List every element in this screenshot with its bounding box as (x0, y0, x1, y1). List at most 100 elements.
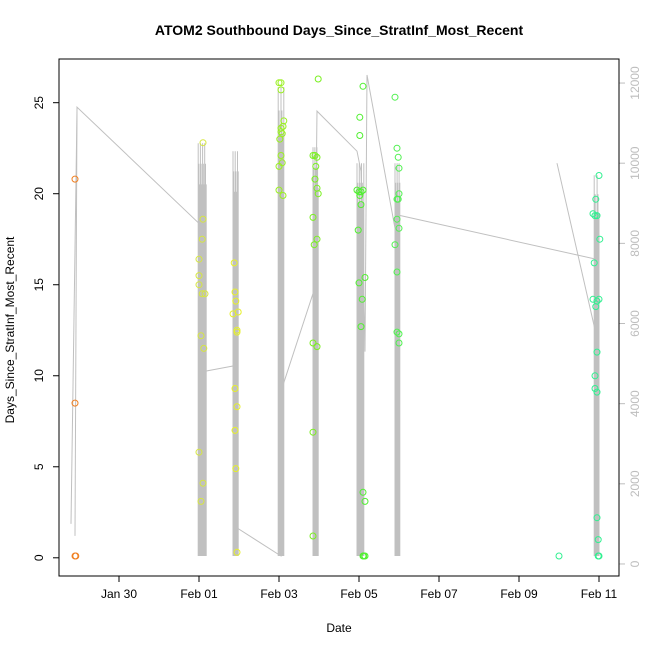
x-tick-label: Feb 09 (500, 587, 538, 601)
data-point (231, 288, 239, 296)
x-axis-label: Date (326, 621, 352, 635)
data-point (358, 295, 366, 303)
data-point (310, 241, 318, 249)
data-point (395, 339, 403, 347)
data-point (197, 497, 205, 505)
data-point (313, 343, 321, 351)
data-point (314, 190, 322, 198)
data-point (391, 93, 399, 101)
data-point (592, 303, 600, 311)
data-point (197, 332, 205, 340)
data-point (199, 139, 207, 147)
y-tick-label: 0 (32, 554, 46, 561)
data-point (393, 195, 401, 203)
data-point (593, 514, 601, 522)
data-point (71, 399, 79, 407)
data-point (393, 328, 401, 336)
data-point (233, 403, 241, 411)
x-tick-label: Feb 01 (180, 587, 218, 601)
data-point (309, 213, 317, 221)
data-point (309, 339, 317, 347)
data-point (309, 532, 317, 540)
data-point (231, 426, 239, 434)
data-point (395, 164, 403, 172)
data-point (357, 201, 365, 209)
data-point (72, 552, 80, 560)
data-point (280, 117, 288, 125)
data-point (279, 192, 287, 199)
data-point (195, 272, 203, 280)
data-point (593, 212, 601, 220)
secondary-spike-group (232, 151, 239, 556)
data-point (312, 162, 320, 170)
data-point (313, 153, 321, 161)
plot-frame (58, 58, 620, 577)
secondary-lines-layer (70, 74, 600, 557)
data-point (309, 152, 317, 159)
points-layer (71, 75, 604, 560)
data-point (71, 175, 79, 183)
data-point (590, 259, 598, 267)
y2-tick-label: 8000 (628, 230, 642, 257)
data-point (593, 388, 601, 396)
x-tick-label: Feb 11 (581, 587, 618, 601)
data-point (309, 428, 317, 436)
data-point (395, 330, 403, 338)
data-point (277, 128, 285, 136)
x-tick-label: Feb 05 (340, 587, 378, 601)
axes-layer: Jan 30 Feb 01 Feb 03 Feb 05 Feb 07 Feb 09 Feb … (32, 66, 642, 601)
data-point (233, 328, 241, 336)
data-point (591, 372, 599, 380)
y-tick-label: 10 (32, 369, 46, 383)
x-tick-label: Feb 07 (420, 587, 458, 601)
data-point (591, 385, 599, 392)
data-point (592, 195, 600, 203)
data-point (393, 144, 401, 152)
data-point (589, 210, 597, 218)
data-point (230, 259, 238, 267)
y2-tick-label: 2000 (628, 470, 642, 497)
data-point (231, 385, 239, 392)
data-point (277, 86, 285, 94)
data-point (391, 241, 399, 249)
data-point (201, 290, 209, 298)
data-point (356, 132, 364, 139)
data-point (593, 348, 601, 356)
data-point (275, 79, 283, 87)
secondary-spike-group (394, 163, 401, 556)
data-point (596, 235, 604, 243)
data-point (359, 82, 367, 90)
data-point (395, 224, 403, 232)
y-tick-label: 25 (32, 96, 46, 110)
data-point (199, 479, 207, 487)
data-point (314, 75, 322, 83)
y-tick-label: 5 (32, 463, 46, 470)
x-tick-label: Feb 03 (260, 587, 298, 601)
data-point (195, 255, 203, 263)
data-point (357, 323, 365, 331)
data-point (595, 552, 603, 560)
data-point (356, 192, 364, 199)
x-tick-label: Jan 30 (101, 587, 137, 601)
data-point (393, 268, 401, 276)
data-point (394, 153, 402, 161)
data-point (199, 215, 207, 223)
data-point (354, 226, 362, 234)
data-point (232, 297, 240, 305)
chart-title: ATOM2 Southbound Days_Since_StratInf_Mos… (155, 22, 524, 38)
data-point (361, 274, 369, 281)
data-point (195, 281, 203, 289)
data-point (359, 186, 367, 194)
secondary-spike-group (277, 87, 285, 556)
data-point (393, 215, 401, 223)
data-point (355, 188, 363, 196)
data-point (232, 465, 240, 473)
data-point (555, 552, 563, 560)
data-point (356, 113, 364, 121)
data-point (233, 326, 241, 334)
data-point (275, 162, 283, 170)
data-point (355, 279, 363, 287)
y2-tick-label: 6000 (628, 310, 642, 337)
secondary-spike-group (593, 175, 600, 556)
